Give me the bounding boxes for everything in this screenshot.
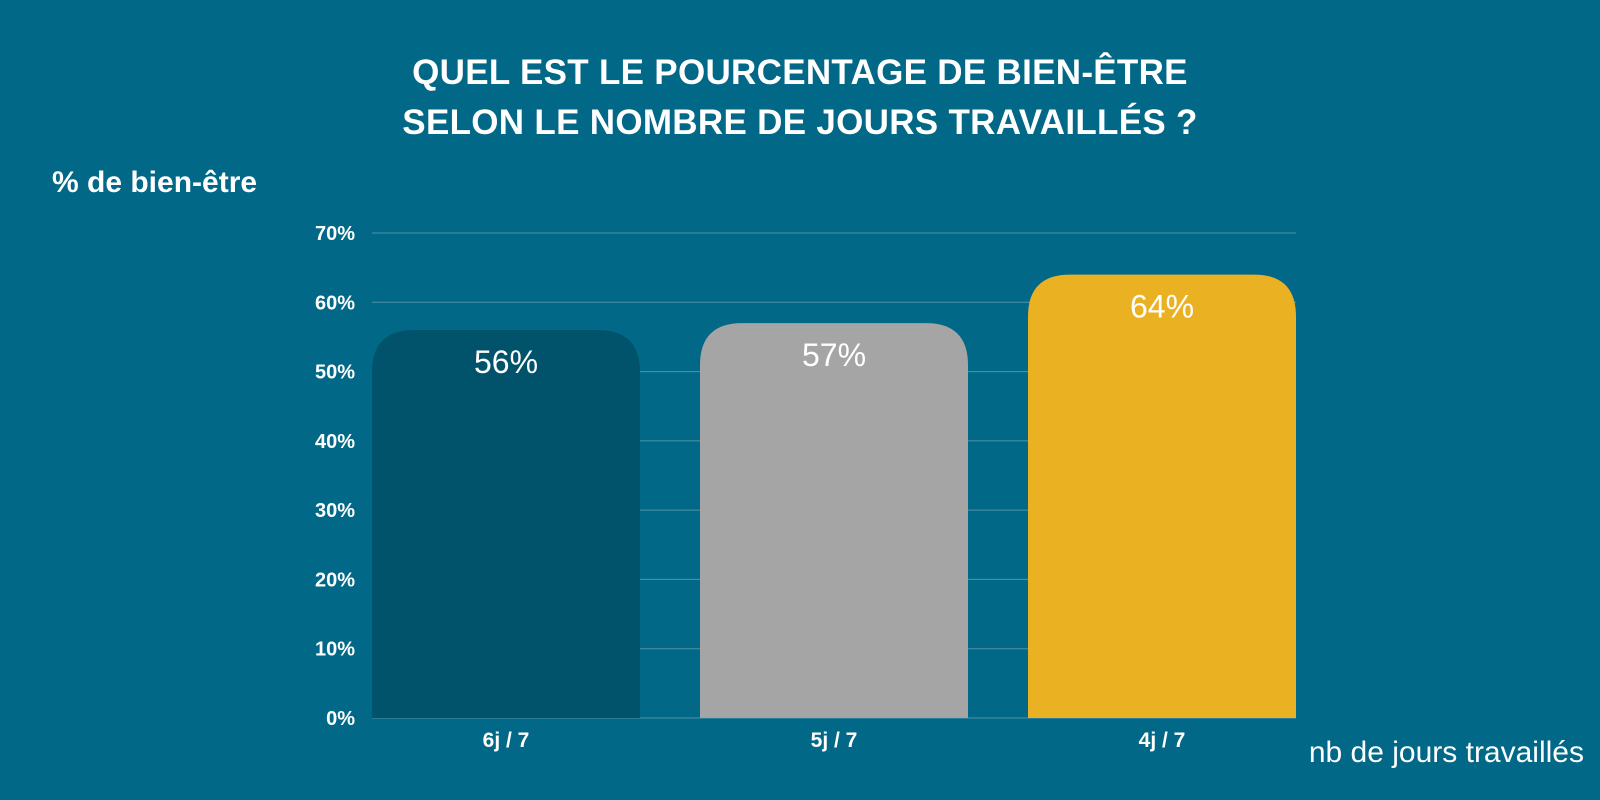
bar bbox=[1028, 274, 1296, 718]
y-tick-label: 30% bbox=[315, 500, 355, 522]
chart-title-line-2: SELON LE NOMBRE DE JOURS TRAVAILLÉS ? bbox=[402, 103, 1198, 142]
data-label: 56% bbox=[474, 344, 538, 380]
x-tick-labels: 6j / 7 5j / 7 4j / 7 bbox=[483, 729, 1186, 752]
y-tick-label: 10% bbox=[315, 639, 355, 661]
x-axis-label: nb de jours travaillés bbox=[1308, 736, 1584, 769]
y-tick-label: 60% bbox=[315, 292, 355, 314]
y-tick-label: 50% bbox=[315, 362, 355, 384]
x-tick-label: 5j / 7 bbox=[811, 729, 858, 752]
y-tick-label: 0% bbox=[326, 708, 355, 730]
chart-title: QUEL EST LE POURCENTAGE DE BIEN-ÊTRE SEL… bbox=[0, 48, 1600, 148]
bar bbox=[700, 323, 968, 718]
bars bbox=[372, 274, 1296, 718]
data-labels: 56% 57% 64% bbox=[474, 289, 1194, 380]
y-tick-labels: 0% 10% 20% 30% 40% 50% 60% 70% bbox=[315, 223, 355, 730]
x-tick-label: 6j / 7 bbox=[483, 729, 530, 752]
bar bbox=[372, 330, 640, 718]
chart-title-line-1: QUEL EST LE POURCENTAGE DE BIEN-ÊTRE bbox=[412, 53, 1188, 92]
x-tick-label: 4j / 7 bbox=[1139, 729, 1186, 752]
y-tick-label: 40% bbox=[315, 431, 355, 453]
y-axis-label: % de bien-être bbox=[52, 166, 258, 199]
data-label: 64% bbox=[1130, 289, 1194, 325]
y-tick-label: 20% bbox=[315, 569, 355, 591]
data-label: 57% bbox=[802, 337, 866, 373]
y-tick-label: 70% bbox=[315, 223, 355, 245]
